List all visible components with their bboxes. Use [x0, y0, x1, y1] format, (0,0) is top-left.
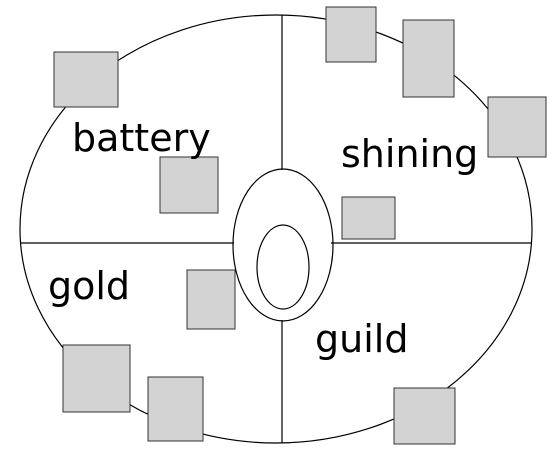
inner-ellipse [256, 224, 310, 310]
middle-ellipse [232, 168, 334, 322]
label-top-left: battery [72, 116, 211, 160]
square-2 [325, 6, 377, 63]
square-10 [393, 387, 456, 445]
outer-ellipse [19, 14, 533, 444]
label-bottom-right: guild [315, 317, 408, 361]
label-bottom-left: gold [48, 264, 130, 308]
square-1 [53, 51, 119, 108]
square-8 [62, 344, 131, 413]
square-3 [402, 19, 455, 98]
square-7 [186, 269, 236, 330]
label-top-right: shining [341, 132, 478, 176]
square-5 [159, 156, 219, 214]
square-6 [341, 196, 396, 240]
square-4 [487, 96, 547, 158]
square-9 [147, 376, 204, 442]
